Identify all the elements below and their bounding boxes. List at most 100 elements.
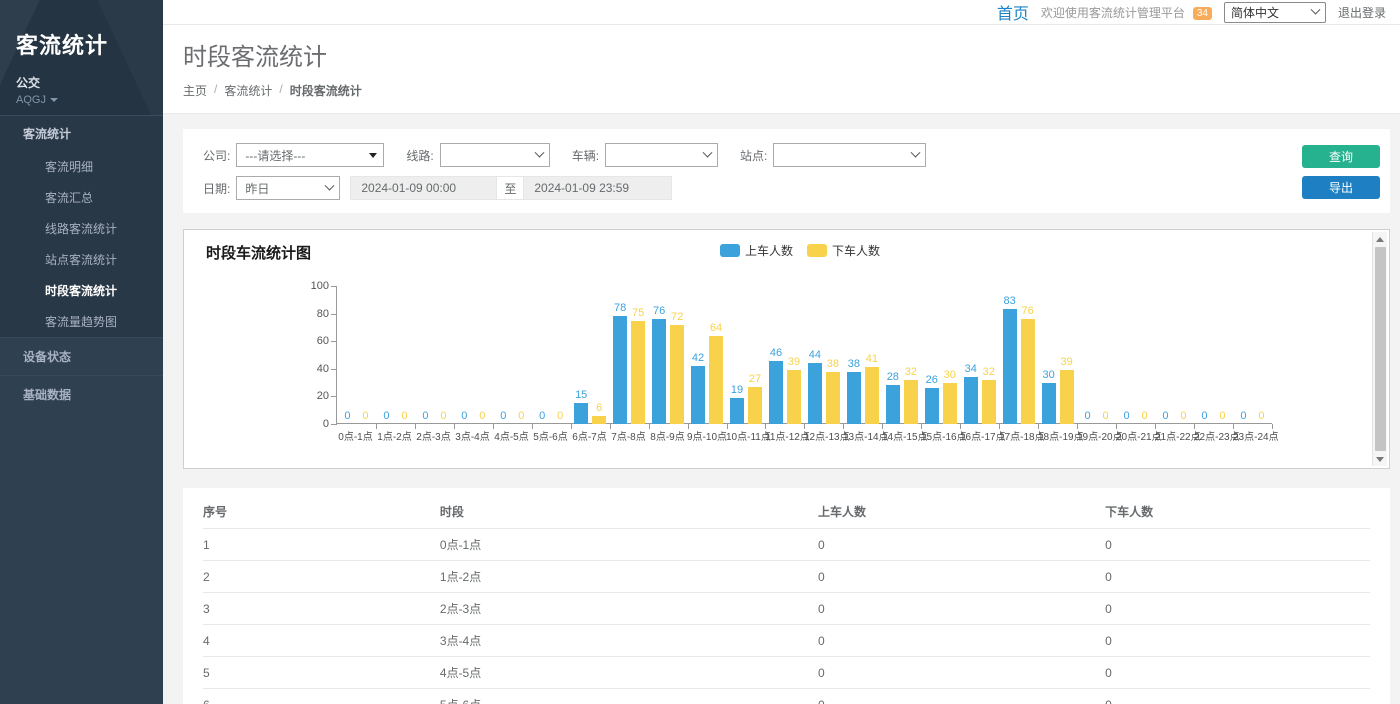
chart-category-group: 28 32	[882, 286, 923, 429]
bar-column: 30	[1041, 368, 1056, 424]
sidebar-subitem-客流量趋势图[interactable]: 客流量趋势图	[45, 315, 118, 329]
chart-scrollbar[interactable]	[1372, 232, 1387, 466]
bar-column: 72	[670, 310, 685, 424]
sidebar-item-客流统计[interactable]: 客流统计	[23, 127, 72, 141]
bar-column: 0	[1158, 411, 1172, 424]
bar-value-label: 0	[1084, 410, 1091, 422]
table-cell: 6	[203, 688, 440, 704]
table-row: 65点-6点00	[203, 688, 1370, 704]
legend-item-上车人数[interactable]: 上车人数	[720, 242, 793, 259]
bar-value-label: 46	[769, 346, 783, 359]
scrollbar-thumb[interactable]	[1374, 247, 1386, 451]
bar-value-label: 39	[787, 356, 801, 369]
line-select[interactable]	[439, 143, 550, 167]
x-axis-label: 12点-13点	[804, 432, 850, 443]
bar-value-label: 0	[1201, 410, 1208, 422]
sidebar-subitem-客流明细[interactable]: 客流明细	[45, 160, 94, 174]
table-cell: 0	[817, 560, 1106, 593]
bar-下车人数	[1059, 370, 1074, 424]
bar-column: 0	[1099, 411, 1113, 424]
bar-下车人数	[825, 371, 840, 424]
sidebar-item-基础数据[interactable]: 基础数据	[0, 375, 163, 413]
date-from-input[interactable]: 2024-01-09 00:00	[350, 176, 498, 200]
table-column-header: 上车人数	[817, 494, 1106, 529]
date-preset-select[interactable]: 昨日	[236, 176, 341, 200]
bar-value-label: 19	[730, 383, 744, 396]
y-axis-tick-label: 40	[316, 362, 329, 375]
home-link[interactable]: 首页	[996, 6, 1029, 23]
notification-badge[interactable]: 34	[1192, 7, 1212, 20]
breadcrumb-item[interactable]: 客流统计	[224, 84, 273, 98]
breadcrumb-item[interactable]: 主页	[183, 84, 208, 98]
table-cell: 0	[817, 624, 1106, 657]
sidebar-submenu: 客流明细客流汇总线路客流统计 站点客流统计 时段客流统计 客流量趋势图	[0, 151, 163, 337]
sidebar-nav: 客流统计客流明细客流汇总线路客流统计 站点客流统计 时段客流统计 客流量趋势图设备状态…	[0, 115, 163, 413]
bar-value-label: 0	[440, 410, 447, 422]
company-select[interactable]: ---请选择---	[236, 143, 385, 167]
sidebar-header: 客流统计 公交 AQGJ	[0, 0, 163, 115]
bar-value-label: 72	[670, 310, 684, 323]
chart-category-group: 42 64	[688, 286, 728, 429]
legend-item-下车人数[interactable]: 下车人数	[807, 242, 880, 259]
page-header: 时段客流统计 主页 / 客流统计 / 时段客流统计	[163, 25, 1400, 114]
chevron-down-icon	[534, 147, 545, 158]
x-axis-label: 17点-18点	[999, 432, 1045, 443]
bar-value-label: 0	[344, 410, 351, 422]
station-select[interactable]	[773, 143, 927, 167]
welcome-text: 欢迎使用客流统计管理平台	[1040, 5, 1185, 20]
vehicle-select[interactable]	[605, 143, 719, 167]
table-row: 5 4点-5点 0 0	[203, 656, 1370, 689]
export-button[interactable]: 导出	[1302, 176, 1380, 199]
bar-column: 26	[924, 374, 939, 424]
x-axis-label: 10点-11点	[726, 432, 771, 443]
page-title: 时段客流统计	[183, 44, 327, 71]
bar-上车人数	[963, 377, 978, 424]
x-axis-label: 6点-7点	[572, 432, 607, 443]
bar-column: 0	[496, 411, 510, 424]
bar-上车人数	[885, 385, 900, 424]
app-logo: 客流统计	[16, 33, 109, 58]
table-cell: 2	[203, 560, 440, 593]
org-switcher[interactable]: AQGJ	[16, 94, 147, 106]
bar-column: 0	[1081, 411, 1095, 424]
language-select[interactable]: 简体中文	[1223, 1, 1326, 23]
bar-value-label: 26	[925, 374, 938, 387]
query-button[interactable]: 查询	[1302, 145, 1380, 168]
bar-value-label: 0	[479, 410, 486, 422]
bar-column: 38	[825, 358, 840, 424]
legend-label: 上车人数	[745, 244, 794, 258]
bar-value-label: 0	[383, 410, 390, 422]
breadcrumb: 主页 / 客流统计 / 时段客流统计	[183, 82, 1380, 99]
table-cell: 1点-2点	[439, 560, 818, 593]
bar-value-label: 30	[1042, 368, 1055, 381]
sidebar-subitem-时段客流统计[interactable]: 时段客流统计	[45, 284, 118, 298]
sidebar-subitem-站点客流统计[interactable]: 站点客流统计	[45, 253, 118, 267]
bar-value-label: 15	[575, 389, 588, 402]
legend-label: 下车人数	[832, 244, 881, 258]
table-cell: 4点-5点	[439, 656, 818, 689]
bar-上车人数	[613, 316, 628, 424]
sidebar-subitem-客流汇总[interactable]: 客流汇总	[45, 191, 94, 205]
scroll-down-button[interactable]	[1373, 452, 1388, 466]
bar-column: 0	[535, 411, 549, 424]
sidebar-item-设备状态[interactable]: 设备状态	[0, 337, 163, 375]
bar-column: 32	[903, 366, 918, 424]
x-axis-label: 13点-14点	[843, 432, 889, 443]
bar-value-label: 0	[518, 410, 525, 422]
bar-value-label: 78	[614, 302, 627, 315]
table-cell: 3	[203, 592, 440, 625]
bar-column: 39	[786, 356, 801, 424]
x-axis-label: 19点-20点	[1077, 432, 1123, 443]
date-to-input[interactable]: 2024-01-09 23:59	[523, 176, 673, 200]
logout-link[interactable]: 退出登录	[1337, 5, 1386, 20]
sidebar-subitem-线路客流统计[interactable]: 线路客流统计	[45, 222, 118, 236]
bar-value-label: 0	[401, 410, 408, 422]
bar-chart: 0 20 40 60 80 100 0 0 0 0 0 0 0 0 0 0 0 0 15 6 78 75 76 72 42 64 1…	[311, 280, 1273, 430]
bar-上车人数	[924, 388, 939, 424]
table-cell: 3点-4点	[439, 624, 818, 657]
scroll-up-button[interactable]	[1373, 232, 1388, 246]
content: 公司: ---请选择--- 线路: 车辆: 站点:	[163, 114, 1400, 704]
